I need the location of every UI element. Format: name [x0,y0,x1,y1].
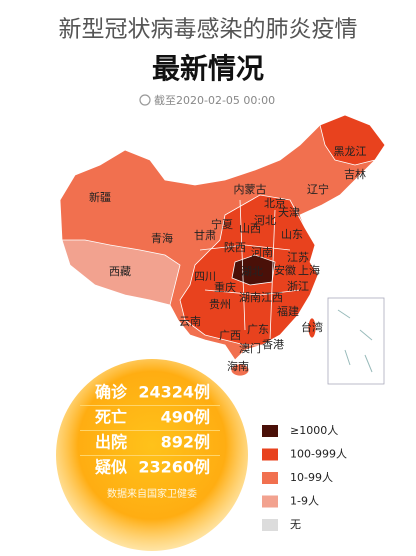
legend-label: ≥1000人 [290,424,338,437]
province-label: 海南 [227,359,249,373]
province-label: 陕西 [224,240,246,254]
province-label: 辽宁 [307,182,329,196]
stat-value: 23260例 [138,458,210,477]
legend-swatch [262,495,278,508]
province-label: 青海 [151,231,173,245]
province-label: 山东 [281,228,303,241]
province-label: 北京 [264,196,286,210]
stat-value: 24324例 [138,383,210,402]
province-label: 贵州 [209,298,231,311]
subtitle: 最新情况 [152,52,264,85]
province-label: 吉林 [344,167,366,181]
stat-label: 疑似 [95,458,127,477]
province-label: 新疆 [89,190,111,204]
province-label: 湖北 [241,265,263,278]
province-border [199,199,301,341]
province-label: 甘肃 [194,229,216,242]
province-label: 河南 [251,246,273,259]
province-label: 广东 [247,323,269,336]
province-label: 四川 [194,270,216,283]
province-label: 江苏 [287,251,309,264]
province-label: 江西 [261,291,283,304]
province-label: 河北 [254,214,276,227]
stat-label: 出院 [95,433,127,452]
island [230,363,250,377]
province-label: 云南 [179,315,201,328]
province-label: 浙江 [287,280,309,293]
timestamp: 截至2020-02-05 00:00 [154,93,275,107]
stat-value: 490例 [161,408,210,427]
province-label: 澳门 [239,341,261,355]
legend-label: 100-999人 [290,448,347,461]
region-1-9 [61,239,181,306]
province-label: 重庆 [214,280,236,294]
legend-label: 10-99人 [290,471,333,484]
stat-label: 死亡 [95,408,127,427]
province-label: 山西 [239,222,261,235]
source: 数据来自国家卫健委 [107,487,197,500]
inset-islands [337,309,373,373]
clock-icon [139,94,151,106]
title: 新型冠状病毒感染的肺炎疫情 [59,17,358,43]
legend-swatch [262,448,278,461]
province-label: 上海 [298,263,320,277]
province-label: 安徽 [274,263,296,277]
legend-swatch [262,425,278,437]
province-label: 宁夏 [211,217,233,231]
stat-value: 892例 [161,433,210,452]
province-label: 黑龙江 [334,145,367,158]
province-label: 福建 [277,304,299,318]
province-label: 台湾 [301,320,323,334]
legend-label: 无 [290,518,301,531]
china-map [59,114,386,377]
legend-swatch [262,519,278,531]
inset-frame [327,297,385,385]
province-label: 内蒙古 [234,182,267,196]
stat-label: 确诊 [95,383,128,402]
province-label: 广西 [219,329,241,342]
region-100-999 [319,114,386,166]
province-label: 西藏 [109,265,131,278]
legend-label: 1-9人 [290,495,319,508]
island [307,317,317,339]
province-label: 香港 [262,338,284,351]
province-label: 湖南 [239,291,261,304]
legend-swatch [262,472,278,484]
province-label: 天津 [278,206,300,219]
